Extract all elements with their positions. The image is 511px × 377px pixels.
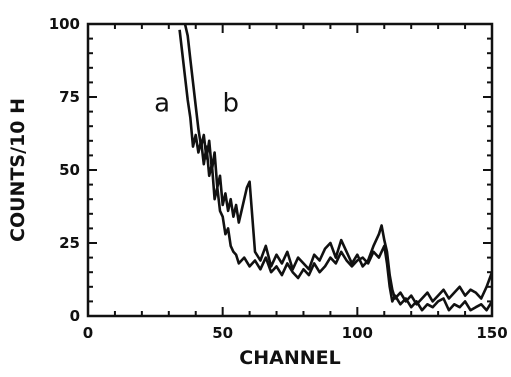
- series-label-a: a: [154, 89, 170, 119]
- x-tick-label: 50: [212, 324, 233, 342]
- x-tick-label: 0: [83, 324, 93, 342]
- series-label-b: b: [222, 89, 239, 119]
- plot-content: [178, 24, 492, 312]
- y-tick-label: 100: [49, 15, 80, 33]
- y-tick-label: 75: [59, 88, 80, 106]
- series-line-b: [183, 24, 492, 306]
- series-line-a: [178, 29, 492, 312]
- x-tick-label: 100: [342, 324, 373, 342]
- y-tick-label: 25: [59, 234, 80, 252]
- y-axis-title: COUNTS/10 H: [7, 98, 29, 242]
- x-axis-title: CHANNEL: [239, 347, 340, 369]
- y-tick-label: 50: [59, 161, 80, 179]
- plot-frame: [86, 22, 494, 318]
- x-tick-label: 150: [476, 324, 507, 342]
- y-tick-label: 0: [70, 307, 80, 325]
- axis-ticks: 0 50 100 150 0 25 50 75 100: [49, 15, 508, 342]
